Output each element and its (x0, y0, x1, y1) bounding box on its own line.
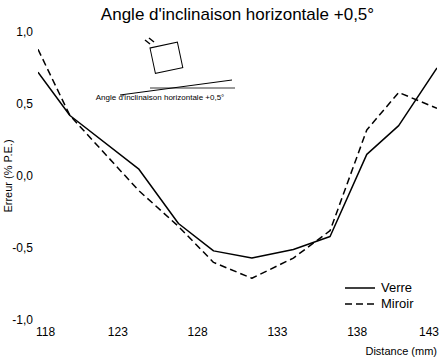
legend-swatch (345, 303, 375, 305)
y-tick-label: 1,0 (16, 25, 33, 39)
line (38, 68, 437, 258)
x-tick-label: 128 (188, 325, 208, 339)
icon-line (150, 88, 235, 89)
line (38, 49, 437, 278)
legend-label: Verre (381, 280, 412, 295)
plot-area (38, 49, 437, 278)
legend: VerreMiroir (345, 280, 414, 311)
x-axis-label: Distance (mm) (365, 345, 437, 357)
icon-part (149, 38, 154, 42)
x-tick-label: 118 (36, 325, 55, 339)
y-tick-label: -0,5 (12, 241, 33, 255)
legend-swatch (345, 287, 375, 289)
x-tick-label: 138 (347, 325, 367, 339)
annotation: Angle d'inclinaison horizontale +0,5° (96, 93, 225, 102)
y-tick-label: 0,0 (16, 169, 33, 183)
x-tick-label: 133 (267, 325, 287, 339)
icon-box (150, 42, 183, 73)
x-tick-label: 123 (108, 325, 128, 339)
y-tick-label: 0,5 (16, 97, 33, 111)
y-tick-label: -1,0 (12, 313, 33, 327)
icon-part (145, 40, 150, 44)
inset-icon (120, 38, 235, 95)
title: Angle d'inclinaison horizontale +0,5° (101, 5, 374, 24)
y-axis-label: Erreur (% P.E.) (2, 139, 14, 212)
x-tick-label: 143 (419, 325, 439, 339)
chart: Angle d'inclinaison horizontale +0,5° Err… (0, 0, 442, 359)
legend-label: Miroir (381, 296, 414, 311)
